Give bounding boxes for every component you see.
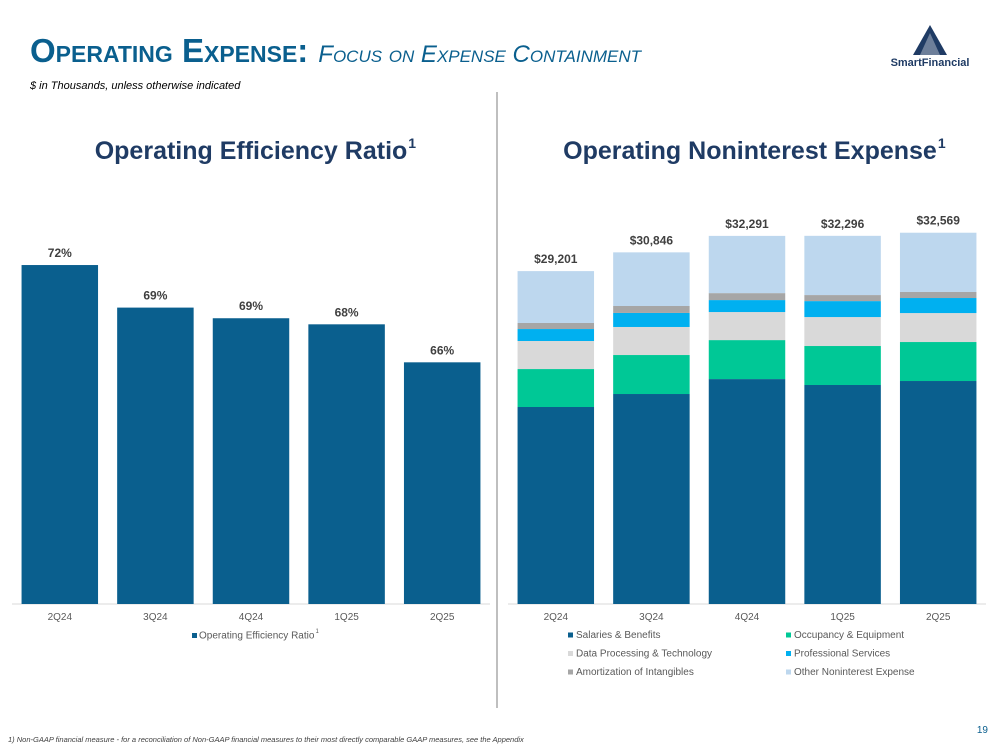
legend-note: 1 (315, 629, 319, 635)
bar (117, 307, 194, 604)
bar (403, 362, 481, 604)
bar-segment (899, 313, 977, 343)
legend-label: Other Noninterest Expense (794, 667, 915, 678)
logo-icon-inner (920, 33, 940, 55)
total-label: $29,201 (534, 252, 578, 266)
chart-title: Operating Noninterest Expense (563, 137, 937, 165)
bar-segment (708, 379, 786, 604)
total-label: $32,569 (917, 214, 961, 228)
bar (21, 265, 99, 604)
x-tick-label: 3Q24 (143, 612, 168, 623)
x-tick-label: 1Q25 (830, 612, 855, 623)
bar-segment (804, 385, 881, 604)
x-tick-label: 2Q24 (48, 612, 73, 623)
bar-segment (899, 291, 977, 299)
footnote: 1) Non-GAAP financial measure - for a re… (8, 735, 524, 744)
data-label: 66% (430, 343, 454, 357)
bar-segment (804, 301, 881, 318)
bar-segment (613, 326, 690, 356)
bar-segment (899, 381, 977, 604)
bar-segment (517, 271, 595, 323)
bar-segment (708, 293, 786, 301)
x-tick-label: 3Q24 (639, 612, 664, 623)
bar-segment (708, 235, 786, 294)
legend-label: Occupancy & Equipment (794, 630, 904, 641)
legend-label: Data Processing & Technology (576, 649, 712, 660)
bar-segment (613, 312, 690, 327)
chart-title: Operating Efficiency Ratio (95, 137, 408, 165)
legend-label: Operating Efficiency Ratio (199, 631, 315, 642)
logo-icon (913, 25, 947, 55)
data-label: 72% (48, 246, 72, 260)
bar-segment (517, 329, 595, 342)
legend-swatch (568, 632, 573, 638)
legend-swatch (786, 632, 791, 638)
chart-title-note: 1 (938, 135, 946, 151)
bar-segment (613, 394, 690, 604)
x-tick-label: 2Q25 (430, 612, 455, 623)
bar-segment (899, 298, 977, 314)
data-label: 69% (143, 289, 167, 303)
bar-segment (517, 322, 595, 330)
bar-segment (708, 300, 786, 313)
page-number: 19 (977, 725, 989, 736)
total-label: $30,846 (630, 233, 674, 247)
slide-subtitle: $ in Thousands, unless otherwise indicat… (29, 80, 241, 92)
bar (308, 324, 385, 604)
total-label: $32,296 (821, 217, 865, 231)
bar-segment (517, 341, 595, 370)
bar-segment (804, 295, 881, 302)
bar-segment (899, 342, 977, 382)
legend-swatch (568, 669, 573, 675)
x-tick-label: 2Q24 (544, 612, 569, 623)
legend-label: Amortization of Intangibles (576, 667, 694, 678)
x-tick-label: 1Q25 (334, 612, 359, 623)
bar-segment (613, 252, 690, 307)
data-label: 68% (335, 305, 359, 319)
bar-segment (899, 232, 977, 292)
slide-title-rest: Focus on Expense Containment (318, 41, 642, 68)
legend-swatch (786, 669, 791, 675)
logo-text: SmartFinancial (891, 57, 970, 69)
bar-segment (708, 312, 786, 341)
bar-segment (517, 369, 595, 408)
total-label: $32,291 (725, 217, 769, 231)
bar-segment (708, 340, 786, 380)
bar-segment (517, 407, 595, 604)
x-tick-label: 4Q24 (735, 612, 760, 623)
legend-swatch (786, 651, 791, 656)
bar-segment (613, 355, 690, 395)
legend-swatch (568, 651, 573, 656)
x-tick-label: 2Q25 (926, 612, 951, 623)
chart-title-note: 1 (408, 135, 416, 151)
data-label: 69% (239, 299, 263, 313)
bar-segment (613, 306, 690, 313)
bar-segment (804, 346, 881, 386)
legend-label: Salaries & Benefits (576, 630, 661, 641)
bar-segment (804, 317, 881, 347)
bar (212, 318, 290, 604)
logo: SmartFinancial (891, 25, 970, 69)
bar-segment (804, 235, 881, 296)
legend-swatch (192, 633, 197, 638)
legend-label: Professional Services (794, 649, 890, 660)
x-tick-label: 4Q24 (239, 612, 264, 623)
slide-title: Operating Expense: (30, 32, 308, 69)
